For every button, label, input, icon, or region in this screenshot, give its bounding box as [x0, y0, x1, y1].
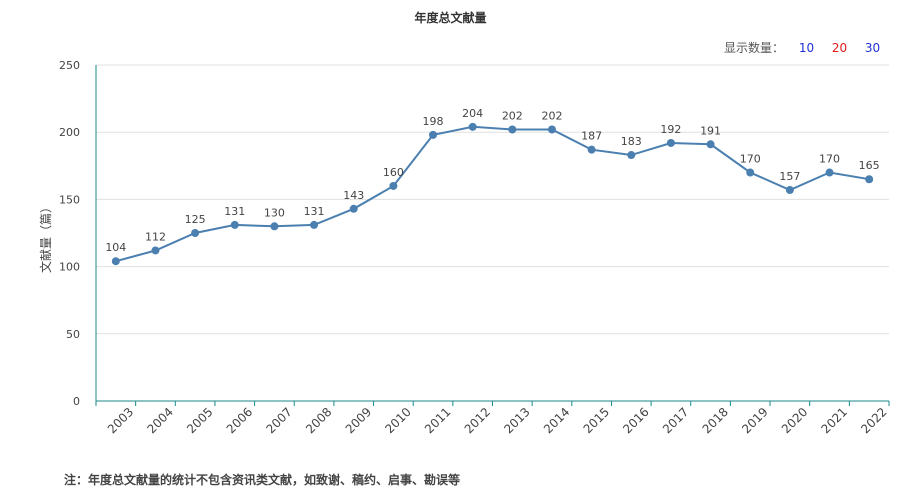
x-tick-label: 2021	[819, 405, 850, 436]
data-label: 165	[859, 159, 880, 172]
data-point	[389, 181, 398, 190]
data-point	[865, 175, 874, 184]
x-tick-label: 2014	[541, 405, 572, 436]
x-tick-label: 2007	[263, 405, 294, 436]
data-label: 170	[819, 153, 840, 166]
data-label: 130	[264, 206, 285, 219]
data-label: 204	[462, 107, 483, 120]
data-point	[508, 125, 517, 134]
y-tick-label: 50	[66, 328, 80, 341]
data-label: 125	[185, 213, 206, 226]
x-tick-label: 2005	[184, 405, 215, 436]
data-point	[825, 168, 834, 177]
data-label: 187	[581, 130, 602, 143]
data-label: 202	[502, 110, 523, 123]
count-option-20[interactable]: 20	[831, 40, 848, 55]
data-label: 160	[383, 166, 404, 179]
data-point	[785, 185, 794, 194]
x-tick-label: 2009	[343, 405, 374, 436]
x-tick-label: 2015	[581, 405, 612, 436]
data-point	[587, 145, 596, 154]
x-tick-label: 2008	[303, 405, 334, 436]
x-tick-label: 2022	[858, 405, 889, 436]
x-tick-label: 2012	[462, 405, 493, 436]
data-label: 191	[700, 124, 721, 137]
data-label: 157	[779, 170, 800, 183]
data-point	[151, 246, 160, 255]
data-point	[310, 220, 319, 229]
series-line	[115, 125, 870, 263]
data-label: 202	[541, 110, 562, 123]
data-label: 183	[621, 135, 642, 148]
data-label: 143	[343, 189, 364, 202]
data-point	[230, 220, 239, 229]
x-tick-label: 2016	[620, 405, 651, 436]
y-tick-label: 0	[73, 395, 80, 408]
data-point	[746, 168, 755, 177]
data-point	[270, 222, 279, 231]
data-label: 112	[145, 230, 166, 243]
data-label: 192	[660, 123, 681, 136]
x-tick-label: 2020	[779, 405, 810, 436]
y-tick-label: 250	[59, 59, 80, 72]
data-label: 198	[423, 115, 444, 128]
x-tick-label: 2013	[501, 405, 532, 436]
display-count-label: 显示数量：	[723, 41, 784, 55]
y-tick-label: 150	[59, 193, 80, 206]
data-point	[468, 122, 477, 131]
data-point	[706, 140, 715, 149]
count-option-30[interactable]: 30	[864, 40, 881, 55]
data-point	[111, 257, 120, 266]
data-point	[547, 125, 556, 134]
data-label: 131	[304, 205, 325, 218]
x-tick-label: 2017	[660, 405, 691, 436]
x-tick-label: 2018	[700, 405, 731, 436]
count-option-10[interactable]: 10	[798, 40, 815, 55]
data-point	[191, 229, 200, 237]
x-tick-label: 2003	[105, 405, 136, 436]
y-axis-title: 文献量（篇）	[38, 201, 53, 273]
data-label: 170	[740, 153, 761, 166]
x-tick-label: 2004	[144, 405, 175, 436]
y-tick-label: 200	[59, 126, 80, 139]
footnote: 注：年度总文献量的统计不包含资讯类文献，如致谢、稿约、启事、勘误等	[64, 473, 461, 487]
data-point	[627, 151, 636, 160]
data-point	[429, 130, 438, 139]
data-point	[349, 204, 358, 213]
x-tick-label: 2006	[224, 405, 255, 436]
x-tick-label: 2010	[382, 405, 413, 436]
data-label: 104	[105, 241, 126, 254]
y-tick-label: 100	[59, 261, 80, 274]
x-tick-label: 2011	[422, 405, 453, 436]
display-count-selector: 显示数量： 10 20 30	[724, 39, 889, 56]
data-label: 131	[224, 205, 245, 218]
x-tick-label: 2019	[739, 405, 770, 436]
data-point	[666, 138, 675, 147]
chart-title: 年度总文献量	[414, 11, 487, 25]
